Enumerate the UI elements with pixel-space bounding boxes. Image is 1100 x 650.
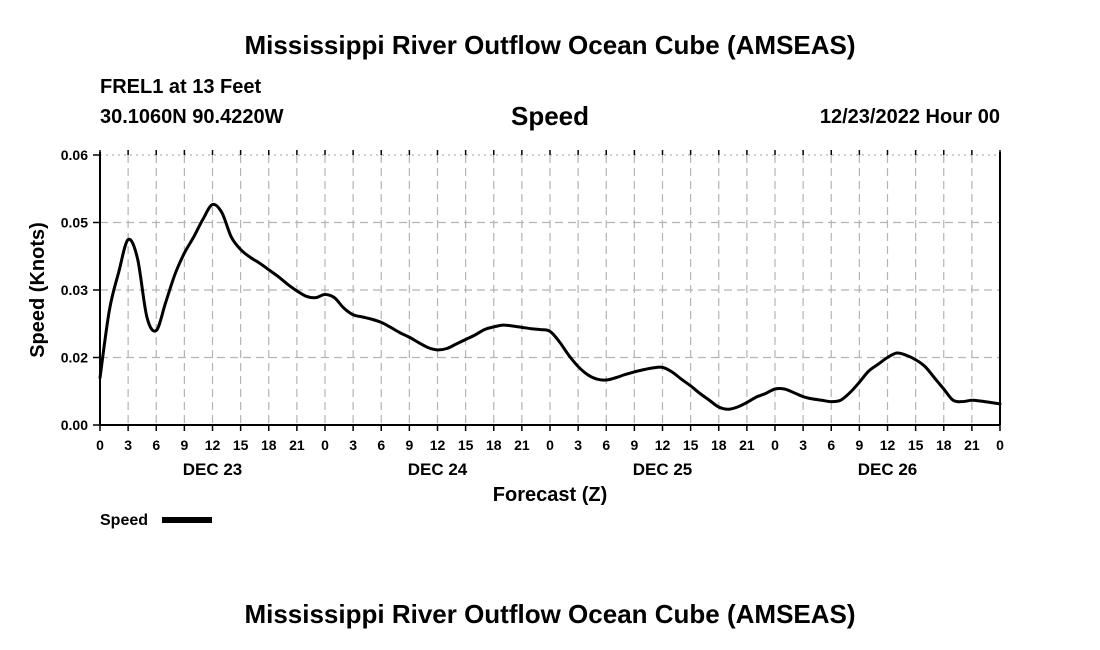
y-tick-label: 0.02	[61, 350, 88, 366]
x-tick-label: 9	[180, 437, 188, 453]
x-tick-label: 0	[771, 437, 779, 453]
x-tick-label: 18	[486, 437, 502, 453]
x-tick-label: 0	[996, 437, 1004, 453]
y-tick-label: 0.00	[61, 417, 88, 433]
x-tick-label: 3	[574, 437, 582, 453]
x-tick-label: 9	[855, 437, 863, 453]
x-tick-label: 3	[799, 437, 807, 453]
x-tick-label: 3	[349, 437, 357, 453]
x-tick-label: 6	[152, 437, 160, 453]
station-label: FREL1 at 13 Feet	[100, 76, 262, 98]
y-axis-label: Speed (Knots)	[27, 222, 49, 358]
x-tick-label: 9	[405, 437, 413, 453]
x-tick-label: 9	[630, 437, 638, 453]
x-tick-label: 18	[936, 437, 952, 453]
day-label: DEC 26	[858, 460, 918, 479]
grid-layer	[100, 154, 1000, 425]
bottom-title: Mississippi River Outflow Ocean Cube (AM…	[244, 599, 856, 629]
legend-label: Speed	[100, 512, 148, 529]
x-tick-label: 18	[711, 437, 727, 453]
x-tick-label: 0	[546, 437, 554, 453]
x-tick-label: 6	[377, 437, 385, 453]
x-tick-label: 12	[880, 437, 896, 453]
plot-title: Speed	[511, 101, 589, 131]
x-tick-label: 18	[261, 437, 277, 453]
y-tick-label: 0.06	[61, 147, 88, 163]
forecast-datetime: 12/23/2022 Hour 00	[819, 106, 1000, 128]
x-tick-label: 21	[964, 437, 980, 453]
x-tick-label: 15	[233, 437, 249, 453]
x-tick-label: 15	[458, 437, 474, 453]
legend-swatch	[162, 517, 212, 523]
day-label: DEC 25	[633, 460, 693, 479]
day-label: DEC 23	[183, 460, 243, 479]
series-layer	[98, 202, 1002, 411]
y-tick-label: 0.03	[61, 282, 88, 298]
x-tick-label: 12	[655, 437, 671, 453]
y-tick-label: 0.05	[61, 215, 88, 231]
x-tick-label: 3	[124, 437, 132, 453]
series-line-speed	[98, 202, 1002, 411]
x-tick-label: 21	[289, 437, 305, 453]
x-tick-label: 12	[205, 437, 221, 453]
day-label: DEC 24	[408, 460, 468, 479]
axis-layer: 0.00 0.02 0.03 0.05 0.06 0 3 6 9 12 15 18 21 0 3 6 9 12 15…	[61, 147, 1004, 479]
x-tick-label: 21	[514, 437, 530, 453]
x-tick-label: 0	[96, 437, 104, 453]
station-coordinates: 30.1060N 90.4220W	[100, 106, 284, 128]
x-tick-label: 15	[908, 437, 924, 453]
x-tick-label: 15	[683, 437, 699, 453]
chart-title: Mississippi River Outflow Ocean Cube (AM…	[244, 30, 856, 60]
x-tick-label: 6	[827, 437, 835, 453]
x-tick-label: 0	[321, 437, 329, 453]
x-axis-label: Forecast (Z)	[493, 484, 607, 506]
x-tick-label: 6	[602, 437, 610, 453]
x-tick-label: 12	[430, 437, 446, 453]
x-tick-label: 21	[739, 437, 755, 453]
